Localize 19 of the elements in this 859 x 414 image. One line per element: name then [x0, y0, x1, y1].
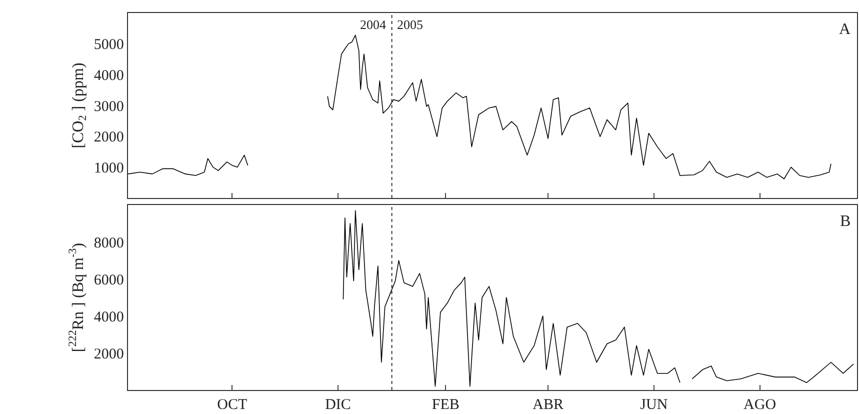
y-tick-label: 4000: [94, 309, 124, 326]
y-tick-label: 2000: [94, 130, 124, 146]
annotation: 2005: [397, 17, 423, 32]
y-tick-label: 3000: [94, 98, 124, 115]
annotation: B: [840, 213, 851, 230]
x-tick-label: AGO: [744, 397, 776, 414]
y-tick-label: 5000: [94, 37, 124, 54]
x-tick-label: ABR: [532, 397, 564, 414]
annotation: 2004: [360, 17, 386, 32]
x-tick-label: JUN: [640, 397, 668, 414]
x-tick-label: FEB: [432, 397, 460, 414]
y-tick-label: 6000: [94, 272, 124, 288]
y-tick-label: 8000: [94, 235, 124, 252]
y-tick-label: 4000: [94, 68, 124, 84]
y-tick-label: 2000: [94, 346, 124, 362]
annotation: A: [839, 21, 851, 38]
x-tick-label: DIC: [325, 397, 351, 414]
x-tick-label: OCT: [217, 397, 248, 414]
y-tick-label: 1000: [94, 160, 124, 176]
